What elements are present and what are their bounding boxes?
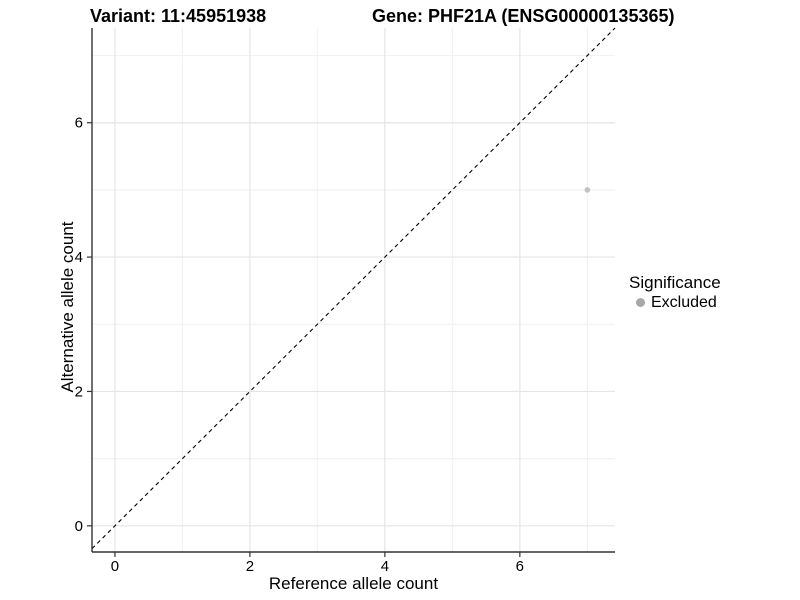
x-tick-label: 2 [246, 558, 254, 575]
plot-title-variant: Variant: 11:45951938 [90, 6, 267, 26]
x-tick-label: 0 [111, 558, 119, 575]
identity-dashed-line [91, 27, 616, 550]
excluded-point-icon [636, 298, 645, 307]
y-tick-label: 6 [75, 115, 83, 132]
x-tick-label: 6 [516, 558, 524, 575]
plot-title-gene: Gene: PHF21A (ENSG00000135365) [372, 6, 675, 26]
legend-item-label: Excluded [651, 294, 717, 311]
legend-item-excluded: Excluded [629, 293, 721, 312]
legend: Significance Excluded [629, 273, 721, 312]
x-tick-label: 4 [381, 558, 389, 575]
y-axis-title: Alternative allele count [58, 221, 77, 393]
y-tick-label: 2 [75, 383, 83, 400]
y-tick-label: 4 [75, 249, 83, 266]
legend-title: Significance [629, 273, 721, 292]
data-point [584, 187, 591, 193]
y-tick-label: 0 [75, 518, 83, 535]
x-axis-title: Reference allele count [268, 574, 439, 593]
